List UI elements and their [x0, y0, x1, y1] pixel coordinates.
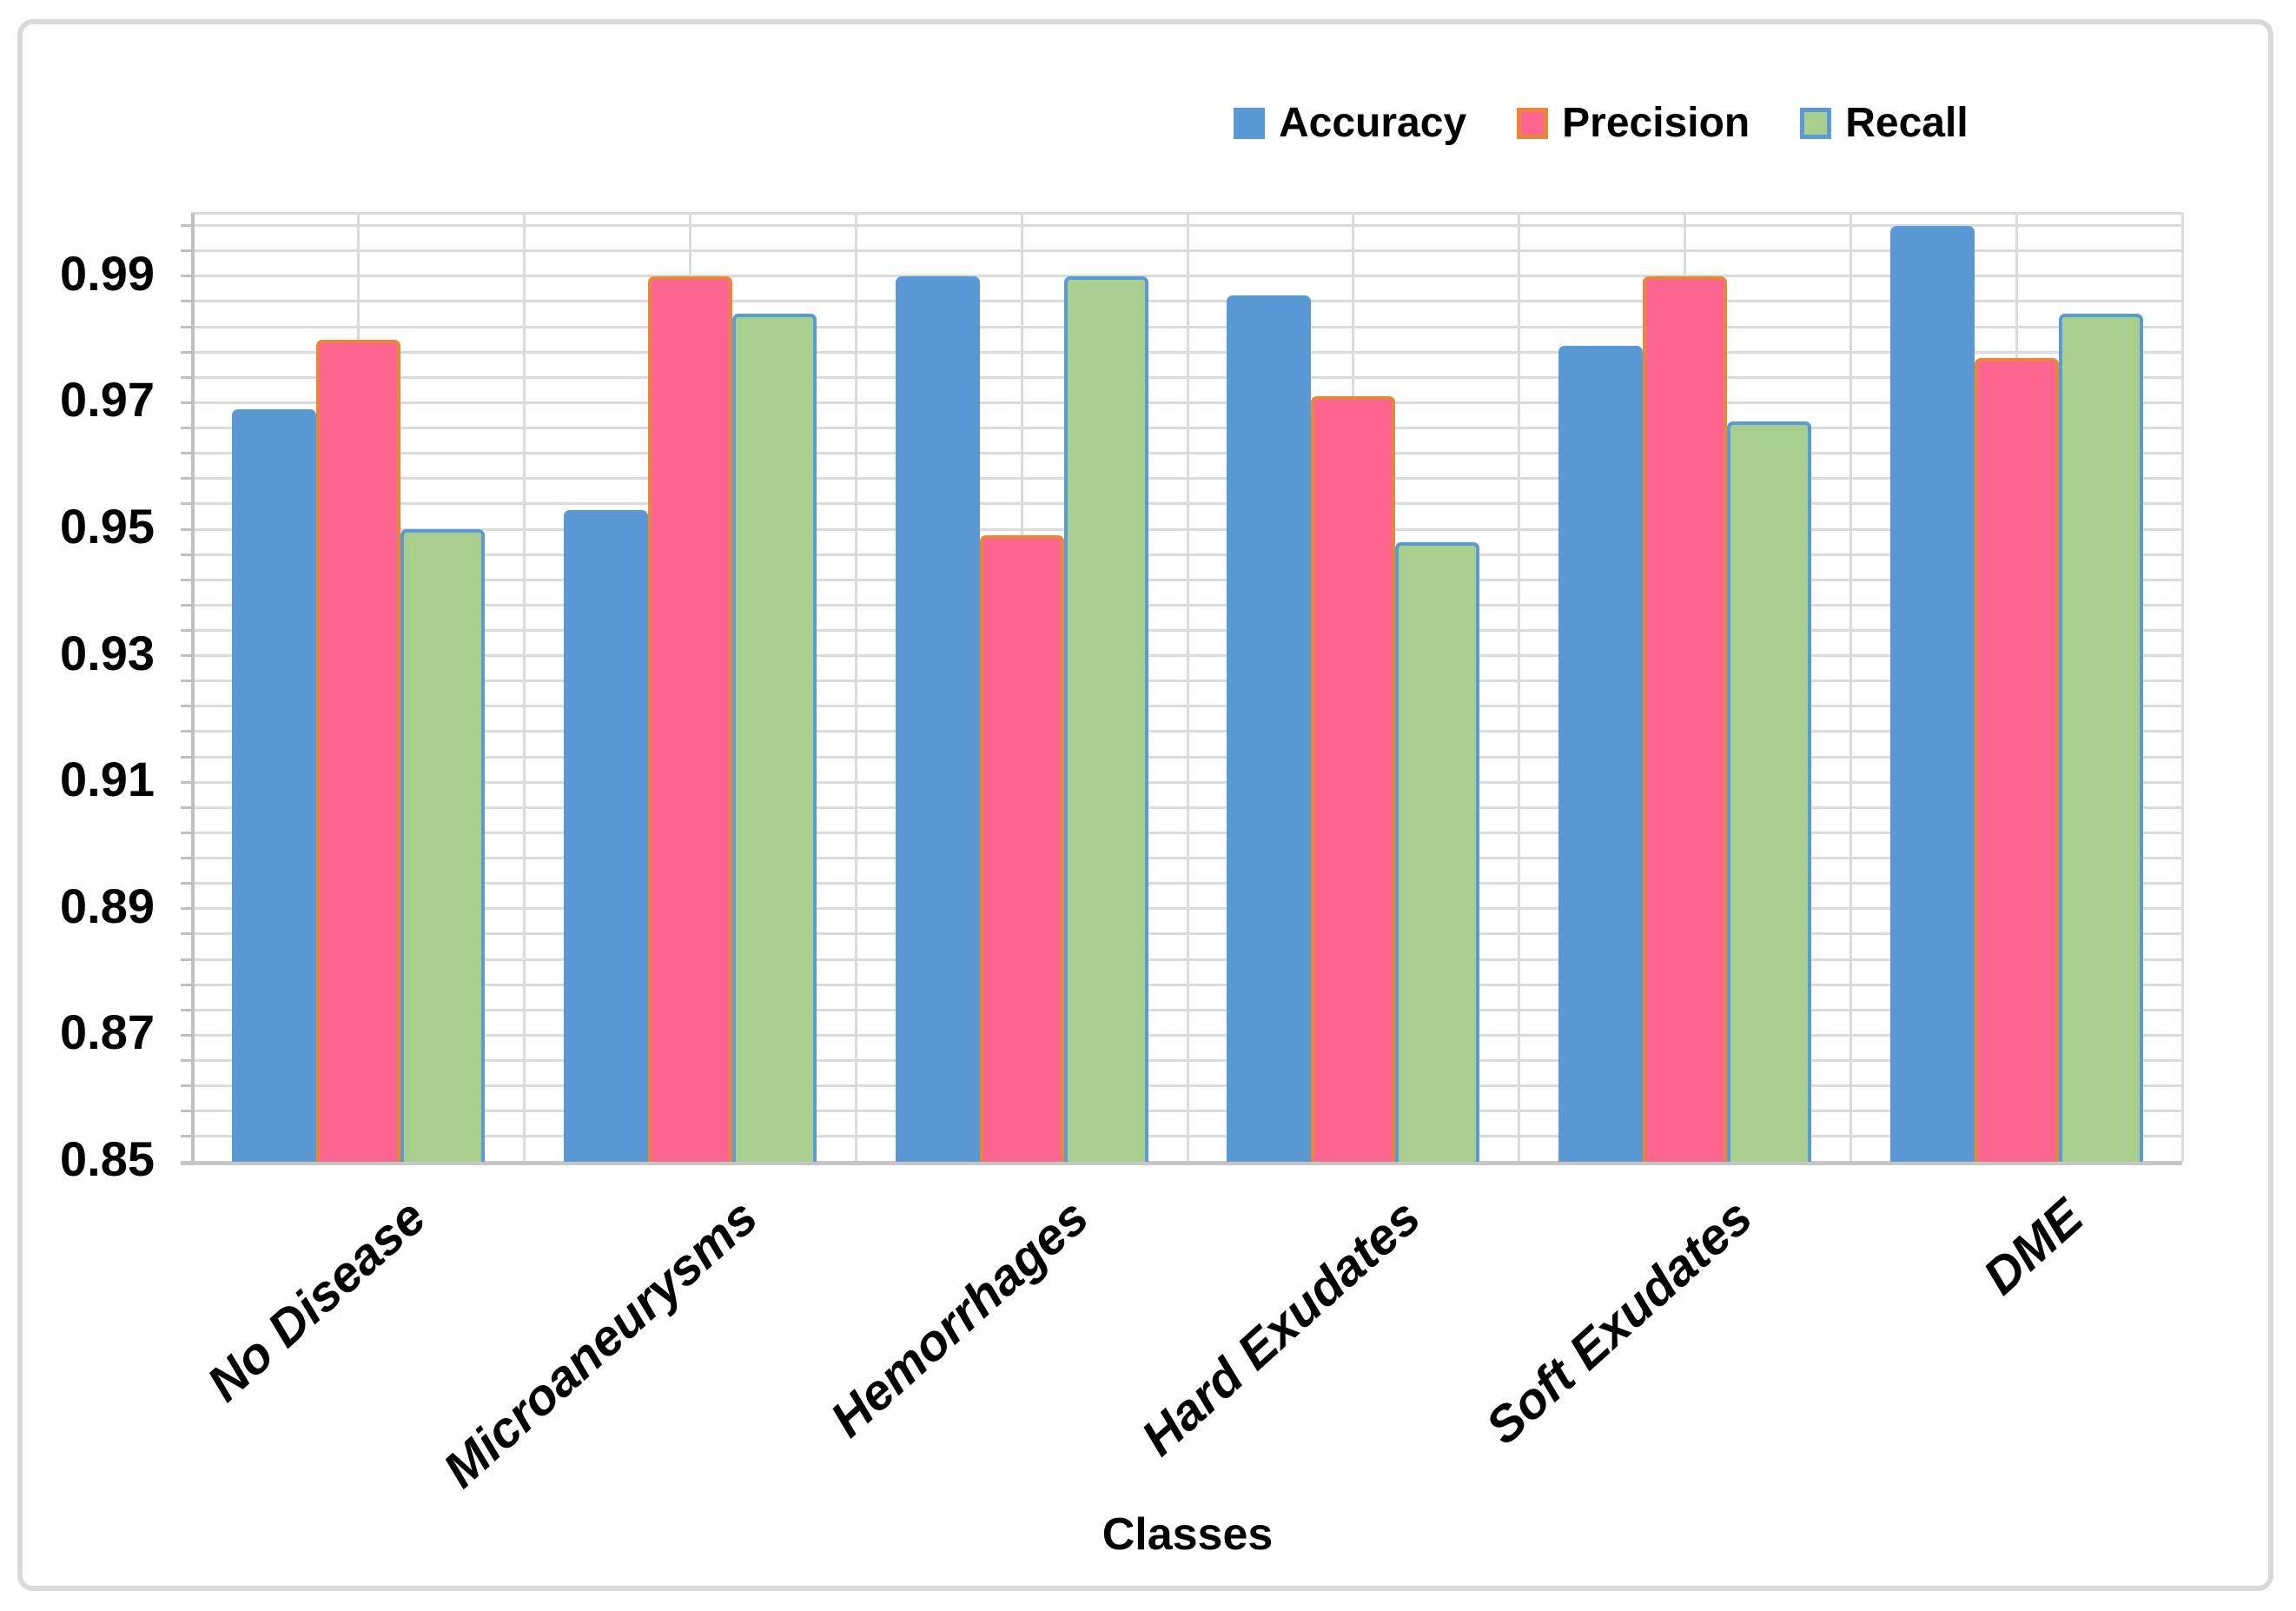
y-axis-tick: [181, 502, 193, 506]
y-axis-tick: [181, 578, 193, 581]
y-axis-tick: [181, 680, 193, 683]
y-axis-tick: [181, 907, 193, 911]
bar-accuracy-hemorrhages: [895, 275, 980, 1162]
y-axis-tick: [181, 705, 193, 708]
y-tick-label: 0.85: [60, 1131, 155, 1186]
recall-swatch-icon: [1800, 108, 1832, 139]
y-axis-tick: [181, 300, 193, 303]
v-gridline: [523, 213, 526, 1162]
v-gridline: [1849, 213, 1852, 1162]
legend-label-accuracy: Accuracy: [1279, 100, 1467, 146]
v-gridline: [1518, 213, 1521, 1162]
bar-precision-hard-exudates: [1311, 396, 1396, 1162]
y-axis-tick: [181, 375, 193, 379]
bar-precision-microaneurysms: [648, 275, 732, 1162]
bar-precision-no-disease: [316, 339, 401, 1162]
bar-accuracy-microaneurysms: [564, 510, 648, 1162]
y-axis-tick: [181, 350, 193, 354]
v-gridline: [1186, 213, 1189, 1162]
x-axis-line: [181, 1161, 2182, 1165]
y-tick-label: 0.99: [60, 245, 155, 301]
bar-recall-microaneurysms: [732, 314, 817, 1162]
legend-label-recall: Recall: [1845, 100, 1968, 146]
y-axis-tick: [181, 224, 193, 228]
y-axis-tick: [181, 325, 193, 328]
bar-recall-hemorrhages: [1063, 275, 1148, 1162]
y-axis-tick: [181, 1110, 193, 1113]
bar-recall-hard-exudates: [1395, 541, 1480, 1162]
y-axis-tick: [181, 628, 193, 632]
y-axis-tick: [181, 780, 193, 784]
y-axis-tick: [181, 249, 193, 253]
y-axis-tick: [181, 932, 193, 936]
chart-legend: Accuracy Precision Recall: [1234, 99, 1968, 148]
y-tick-label: 0.93: [60, 625, 155, 680]
y-axis-tick: [181, 1084, 193, 1088]
legend-label-precision: Precision: [1562, 100, 1750, 146]
bar-accuracy-hard-exudates: [1227, 295, 1312, 1162]
legend-item-accuracy: Accuracy: [1234, 99, 1466, 148]
bar-accuracy-dme: [1889, 225, 1975, 1162]
y-axis-tick: [181, 654, 193, 658]
v-gridline: [854, 213, 857, 1162]
y-axis-tick: [181, 1033, 193, 1037]
bar-precision-soft-exudates: [1643, 275, 1727, 1162]
y-axis-tick: [181, 427, 193, 430]
y-tick-label: 0.91: [60, 752, 155, 807]
y-axis-tick: [181, 477, 193, 481]
accuracy-swatch-icon: [1234, 108, 1265, 139]
bar-precision-hemorrhages: [979, 535, 1064, 1162]
x-axis-title: Classes: [1102, 1509, 1274, 1560]
bar-recall-soft-exudates: [1727, 421, 1811, 1162]
y-axis-tick: [181, 603, 193, 607]
y-axis-tick: [181, 958, 193, 961]
v-gridline: [2180, 213, 2184, 1162]
bar-recall-dme: [2058, 314, 2143, 1162]
y-axis-tick: [181, 527, 193, 531]
bar-precision-dme: [1974, 358, 2059, 1162]
y-axis-tick: [181, 553, 193, 556]
y-axis-tick: [181, 1135, 193, 1138]
y-axis-tick: [181, 1059, 193, 1063]
bar-recall-no-disease: [400, 529, 486, 1162]
y-tick-label: 0.97: [60, 372, 155, 428]
y-axis-tick: [181, 983, 193, 986]
bar-accuracy-no-disease: [232, 408, 317, 1162]
y-axis-tick: [181, 1008, 193, 1011]
y-axis-line: [191, 213, 195, 1162]
y-axis-tick: [181, 882, 193, 885]
y-tick-label: 0.87: [60, 1004, 155, 1060]
y-axis-tick: [181, 730, 193, 733]
y-tick-label: 0.89: [60, 878, 155, 933]
y-axis-tick: [181, 831, 193, 834]
precision-swatch-icon: [1517, 108, 1549, 139]
y-axis-tick: [181, 275, 193, 278]
y-axis-tick: [181, 857, 193, 860]
y-axis-tick: [181, 806, 193, 809]
y-axis-tick: [181, 452, 193, 455]
y-axis-tick: [181, 755, 193, 759]
legend-item-precision: Precision: [1517, 99, 1750, 148]
y-tick-label: 0.95: [60, 499, 155, 554]
legend-item-recall: Recall: [1800, 99, 1968, 148]
y-axis-tick: [181, 401, 193, 404]
bar-accuracy-soft-exudates: [1558, 345, 1643, 1162]
